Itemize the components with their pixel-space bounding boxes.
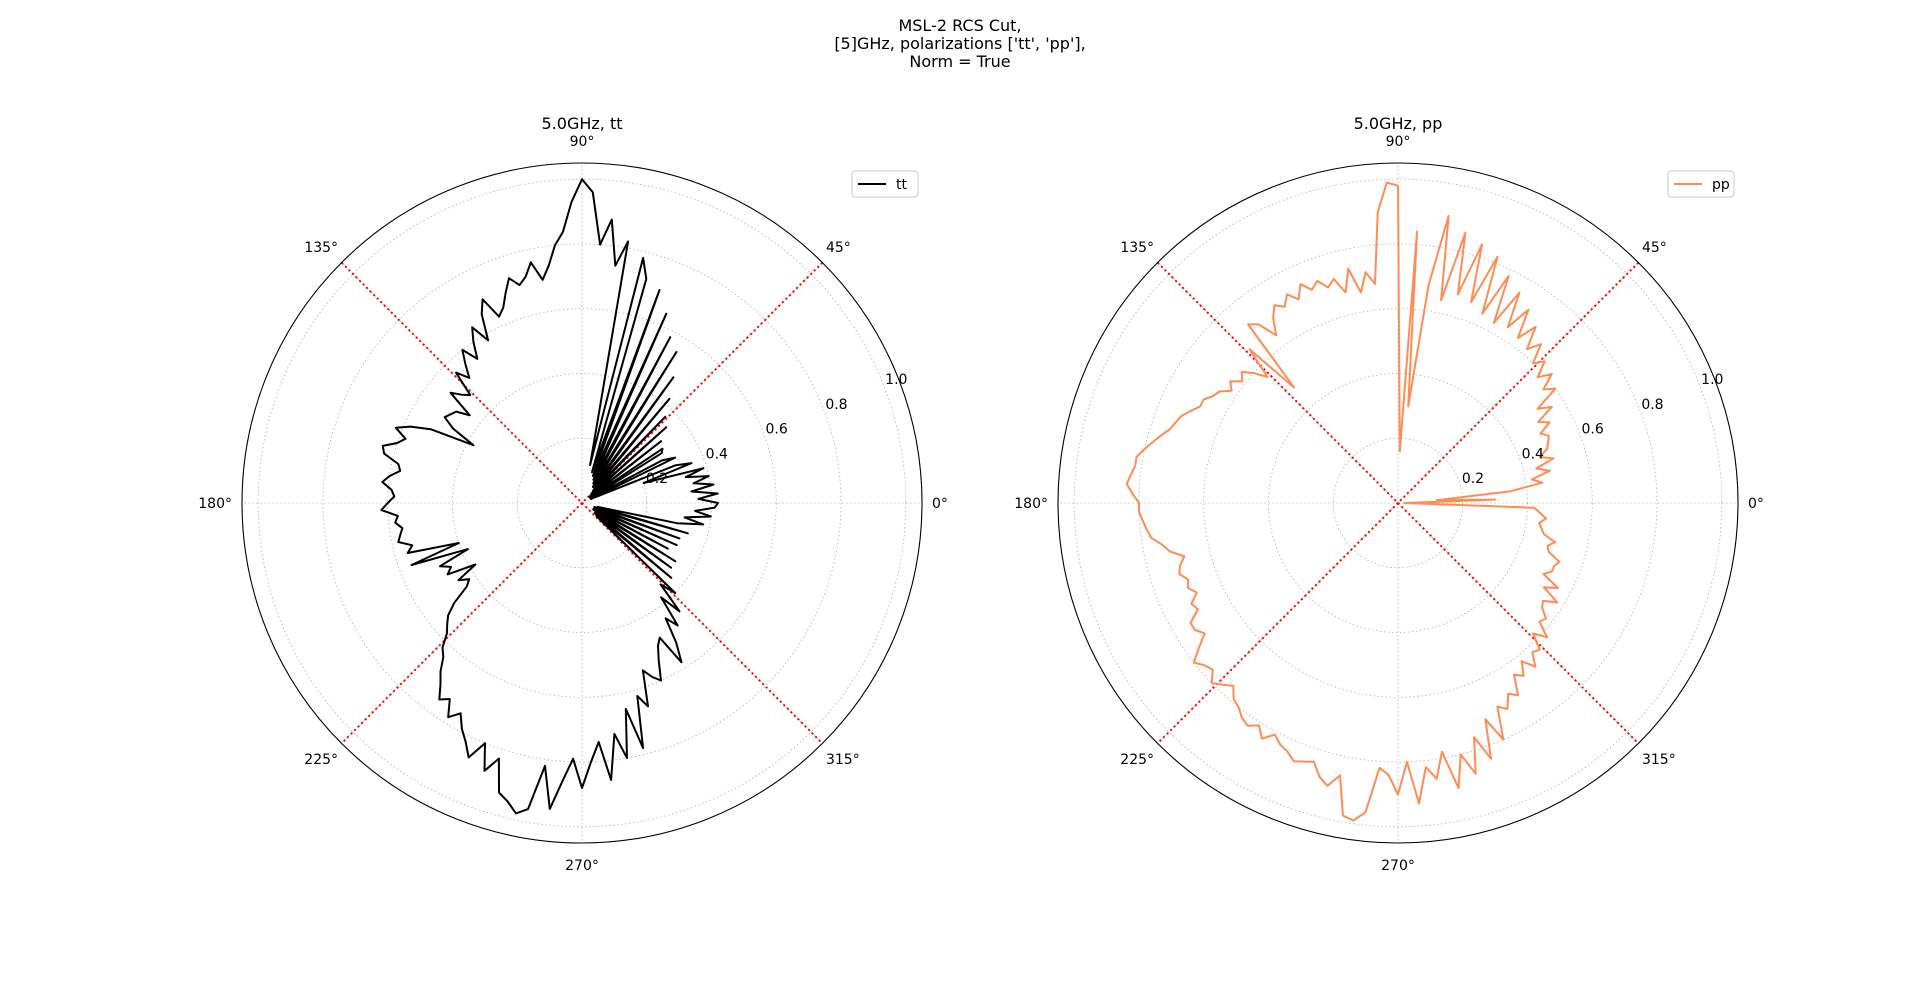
angular-gridline: [341, 262, 583, 504]
r-tick-label: 0.4: [706, 446, 728, 462]
guide-line: [1156, 261, 1640, 745]
panel-title: 5.0GHz, tt: [542, 114, 623, 133]
panel-title: 5.0GHz, pp: [1354, 114, 1443, 133]
r-tick-label: 0.6: [765, 422, 787, 438]
r-tick-label: 1.0: [885, 372, 907, 388]
radial-gridline: [452, 373, 712, 633]
theta-tick-label: 225°: [1120, 752, 1154, 768]
theta-tick-label: 225°: [304, 752, 338, 768]
theta-tick-label: 270°: [565, 858, 599, 874]
r-tick-label: 0.8: [825, 397, 847, 413]
angular-gridline: [1157, 262, 1399, 504]
theta-tick-label: 315°: [826, 752, 860, 768]
r-tick-label: 0.8: [1641, 397, 1663, 413]
radial-gridline: [1268, 373, 1528, 633]
theta-tick-label: 45°: [1642, 240, 1667, 256]
legend: tt: [851, 170, 919, 198]
theta-tick-label: 45°: [826, 240, 851, 256]
theta-tick-label: 90°: [1386, 134, 1411, 150]
theta-tick-label: 0°: [932, 496, 948, 512]
radial-gridline: [1203, 308, 1593, 698]
theta-tick-label: 180°: [1014, 496, 1048, 512]
series-line-pp: [1125, 181, 1561, 822]
figure-title-line-2: [5]GHz, polarizations ['tt', 'pp'],: [834, 34, 1086, 53]
polar-panel-pp: 0.2 0.4 0.6 0.8 1.0 0° 45° 90° 135° 180° 225° 270° 3…: [1014, 114, 1764, 874]
theta-tick-label: 0°: [1748, 496, 1764, 512]
figure-title-line-1: MSL-2 RCS Cut,: [898, 16, 1022, 35]
r-tick-label: 0.2: [646, 471, 668, 487]
r-tick-label: 0.4: [1522, 446, 1544, 462]
r-tick-label: 0.2: [1462, 471, 1484, 487]
theta-tick-label: 315°: [1642, 752, 1676, 768]
polar-frame: [241, 162, 923, 844]
series-line-tt: [380, 178, 719, 815]
theta-tick-label: 135°: [1120, 240, 1154, 256]
figure-title-line-3: Norm = True: [909, 52, 1011, 71]
theta-tick-label: 180°: [198, 496, 232, 512]
guide-line: [340, 261, 824, 745]
radial-gridline: [322, 243, 842, 763]
polar-panel-tt: 0.2 0.4 0.6 0.8 1.0 0° 45° 90° 135° 180° 225° 270° 3…: [198, 114, 948, 874]
legend-label: pp: [1712, 177, 1730, 193]
legend: pp: [1667, 170, 1735, 198]
angular-gridline: [1397, 262, 1639, 504]
theta-tick-label: 135°: [304, 240, 338, 256]
figure-title: MSL-2 RCS Cut, [5]GHz, polarizations ['t…: [0, 17, 1920, 71]
theta-tick-label: 90°: [570, 134, 595, 150]
r-tick-label: 1.0: [1701, 372, 1723, 388]
legend-label: tt: [896, 177, 907, 193]
polar-frame: [1057, 162, 1739, 844]
theta-tick-label: 270°: [1381, 858, 1415, 874]
r-tick-label: 0.6: [1581, 422, 1603, 438]
radial-gridline: [1073, 178, 1723, 828]
radial-gridline: [387, 308, 777, 698]
